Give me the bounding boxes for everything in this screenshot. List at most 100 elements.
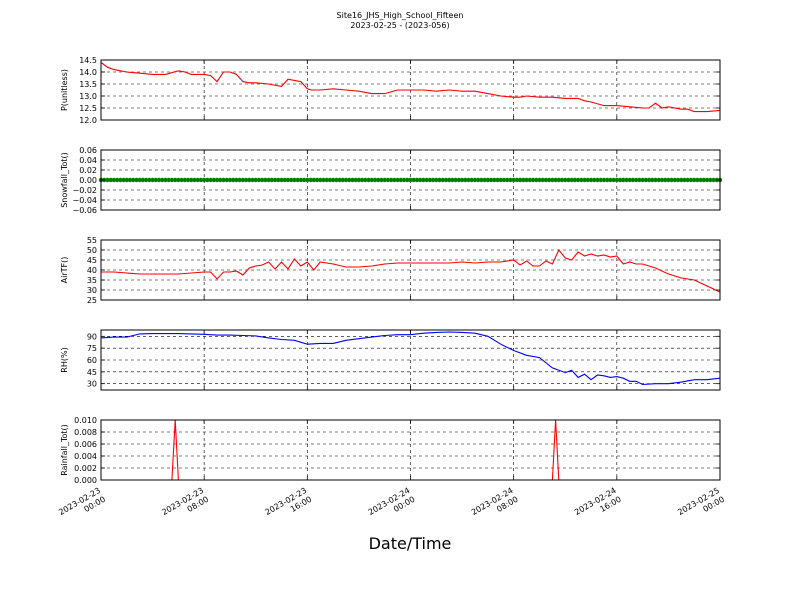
snowfall-point <box>579 177 584 183</box>
snowfall-point <box>463 177 468 183</box>
snowfall-point <box>688 177 694 183</box>
snowfall-point <box>221 177 226 183</box>
snowfall-point <box>585 177 591 183</box>
snowfall-point <box>147 177 152 183</box>
snowfall-point <box>156 177 162 183</box>
snowfall-point <box>214 177 220 183</box>
snowfall-point <box>505 177 510 183</box>
snowfall-point <box>604 177 610 183</box>
snowfall-point <box>289 177 294 183</box>
p-ytick-label: 13.0 <box>79 92 97 101</box>
snowfall-point <box>127 177 133 183</box>
snowfall-point <box>440 177 445 183</box>
x-tick-label: 2023-02-2400:00 <box>367 486 417 526</box>
airtf-ytick-label: 45 <box>87 256 97 265</box>
snowfall-point <box>405 177 410 183</box>
snowfall-point <box>143 177 149 183</box>
snowfall-point <box>134 177 139 183</box>
snowfall-point <box>379 177 384 183</box>
snowfall-point <box>434 177 439 183</box>
airtf-ytick-label: 30 <box>87 286 97 295</box>
snowfall-point <box>176 177 181 183</box>
snowfall-point <box>272 177 278 183</box>
snowfall-point <box>633 177 639 183</box>
snowfall-point <box>685 177 690 183</box>
snowfall-point <box>343 177 349 183</box>
snowfall-point <box>592 177 597 183</box>
snowfall-point <box>185 177 191 183</box>
figure-title: Site16_JHS_High_School_Fifteen <box>336 11 464 20</box>
snowfall-point <box>388 177 394 183</box>
snowfall-point <box>421 177 426 183</box>
x-tick-label: 2023-02-2408:00 <box>470 486 520 526</box>
snowfall-point <box>508 177 513 183</box>
snowfall-point <box>153 177 159 183</box>
snowfall-point <box>437 177 442 183</box>
snowfall-point <box>572 177 578 183</box>
snowfall-point <box>701 177 707 183</box>
snowfall-point <box>546 177 552 183</box>
airtf-ytick-label: 55 <box>87 236 97 245</box>
snowfall-point <box>140 177 146 183</box>
snowfall-point <box>521 177 526 183</box>
snowfall-point <box>224 177 229 183</box>
snowfall-point <box>227 177 233 183</box>
snowfall-point <box>617 177 623 183</box>
snowfall-point <box>253 177 258 183</box>
airtf-ytick-label: 50 <box>87 246 97 255</box>
rainfall-ytick-label: 0.002 <box>74 464 97 473</box>
snowfall-point <box>160 177 165 183</box>
snowfall-point <box>243 177 249 183</box>
x-axis-label: Date/Time <box>368 534 452 553</box>
x-tick-label: 2023-02-2308:00 <box>160 486 210 526</box>
snowfall-ytick-label: −0.04 <box>72 196 97 205</box>
snowfall-point <box>640 177 645 183</box>
snowfall-point <box>105 177 110 183</box>
snowfall-point <box>537 177 542 183</box>
snowfall-point <box>624 177 629 183</box>
snowfall-point <box>704 177 710 183</box>
snowfall-point <box>417 177 423 183</box>
x-tick-label: 2023-02-2416:00 <box>573 486 623 526</box>
snowfall-point <box>650 177 655 183</box>
airtf-ytick-label: 40 <box>87 266 97 275</box>
snowfall-point <box>395 177 400 183</box>
p-series-line <box>100 61 721 113</box>
airtf-ylabel: AirTF() <box>60 257 69 284</box>
rh-ylabel: RH(%) <box>60 347 69 372</box>
snowfall-point <box>118 177 123 183</box>
snowfall-point <box>372 177 378 183</box>
snowfall-point <box>501 177 507 183</box>
rh-ytick-label: 90 <box>87 332 97 341</box>
snowfall-point <box>308 177 313 183</box>
snowfall-point <box>698 177 703 183</box>
rainfall-ytick-label: 0.010 <box>74 416 97 425</box>
x-tick-label: 2023-02-2500:00 <box>676 486 726 526</box>
snowfall-point <box>382 177 387 183</box>
snowfall-point <box>240 177 246 183</box>
snowfall-point <box>301 177 307 183</box>
snowfall-point <box>643 177 649 183</box>
snowfall-ytick-label: 0.00 <box>79 176 97 185</box>
rh-ytick-label: 75 <box>87 344 97 353</box>
snowfall-point <box>192 177 197 183</box>
rh-ytick-label: 60 <box>87 356 97 365</box>
snowfall-point <box>588 177 594 183</box>
snowfall-point <box>198 177 204 183</box>
snowfall-point <box>511 177 516 183</box>
p-ytick-label: 13.5 <box>79 80 97 89</box>
rainfall-ytick-label: 0.004 <box>74 452 97 461</box>
x-tick-label: 2023-02-2316:00 <box>264 486 314 526</box>
snowfall-point <box>708 177 713 183</box>
snowfall-point <box>608 177 613 183</box>
snowfall-point <box>598 177 603 183</box>
figure-title-block: Site16_JHS_High_School_Fifteen 2023-02-2… <box>0 11 800 31</box>
snowfall-point <box>476 177 481 183</box>
snowfall-point <box>279 177 284 183</box>
snowfall-ylabel: Snowfall_Tot() <box>60 152 69 208</box>
snowfall-point <box>666 177 671 183</box>
snowfall-point <box>446 177 452 183</box>
snowfall-point <box>563 177 568 183</box>
snowfall-point <box>259 177 265 183</box>
